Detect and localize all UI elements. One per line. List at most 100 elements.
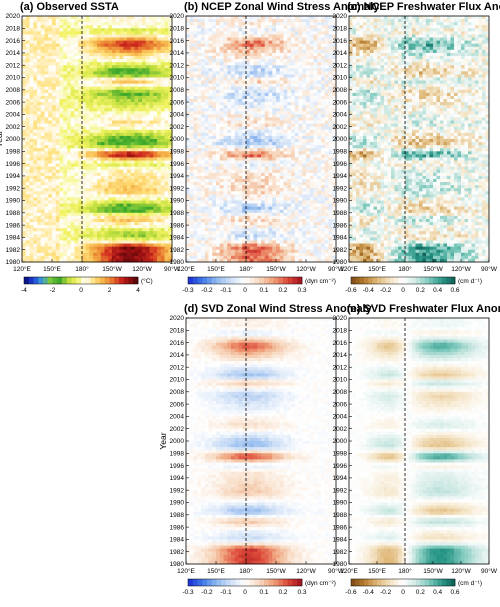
heatmap-cell: [104, 175, 109, 180]
heatmap-cell: [74, 249, 79, 254]
heatmap-cell: [253, 105, 258, 109]
heatmap-cell: [37, 203, 42, 208]
heatmap-cell: [328, 105, 333, 109]
heatmap-cell: [332, 139, 337, 143]
heatmap-cell: [37, 178, 42, 183]
heatmap-cell: [268, 19, 273, 23]
heatmap-cell: [100, 34, 105, 38]
heatmap-cell: [231, 132, 236, 137]
heatmap-cell: [52, 52, 57, 57]
heatmap-cell: [193, 46, 198, 51]
heatmap-cell: [48, 129, 53, 134]
heatmap-cell: [138, 175, 143, 180]
heatmap-cell: [291, 77, 296, 81]
heatmap-cell: [302, 126, 307, 131]
heatmap-cell: [238, 43, 243, 48]
heatmap-cell: [127, 59, 132, 63]
heatmap-cell: [55, 25, 60, 29]
heatmap-cell: [112, 105, 117, 109]
heatmap-cell: [249, 117, 254, 121]
heatmap-cell: [189, 83, 194, 88]
heatmap-cell: [130, 19, 135, 23]
heatmap-cell: [82, 194, 87, 198]
heatmap-cell: [89, 55, 94, 60]
heatmap-cell: [242, 37, 247, 42]
heatmap-cell: [253, 68, 258, 72]
heatmap-cell: [134, 77, 139, 81]
heatmap-cell: [67, 55, 72, 60]
heatmap-cell: [294, 95, 299, 100]
heatmap-cell: [29, 222, 34, 226]
heatmap-cell: [67, 200, 72, 204]
heatmap-cell: [52, 142, 57, 146]
heatmap-cell: [283, 31, 288, 35]
heatmap-cell: [157, 105, 162, 109]
heatmap-cell: [33, 28, 38, 32]
heatmap-cell: [100, 231, 105, 235]
heatmap-cell: [59, 157, 64, 161]
heatmap-cell: [328, 19, 333, 23]
heatmap-cell: [70, 231, 75, 235]
heatmap-cell: [219, 74, 224, 78]
heatmap-cell: [276, 34, 281, 38]
heatmap-cell: [48, 151, 53, 155]
heatmap-cell: [149, 111, 154, 115]
heatmap-cell: [242, 34, 247, 38]
heatmap-cell: [201, 52, 206, 57]
heatmap-cell: [142, 212, 147, 217]
heatmap-cell: [294, 139, 299, 143]
heatmap-cell: [67, 148, 72, 152]
heatmap-cell: [153, 240, 158, 244]
heatmap-cell: [67, 252, 72, 257]
heatmap-cell: [219, 123, 224, 128]
heatmap-cell: [123, 123, 128, 128]
heatmap-cell: [25, 249, 30, 254]
heatmap-cell: [67, 83, 72, 88]
heatmap-cell: [89, 169, 94, 174]
heatmap-cell: [127, 206, 132, 211]
heatmap-cell: [313, 68, 318, 72]
heatmap-cell: [115, 200, 120, 204]
heatmap-cell: [119, 37, 124, 42]
heatmap-cell: [317, 49, 322, 54]
heatmap-cell: [204, 37, 209, 42]
heatmap-cell: [313, 37, 318, 42]
heatmap-cell: [234, 46, 239, 51]
heatmap-cell: [223, 95, 228, 100]
heatmap-cell: [321, 83, 326, 88]
heatmap-cell: [238, 83, 243, 88]
heatmap-cell: [108, 65, 113, 69]
heatmap-cell: [112, 65, 117, 69]
heatmap-cell: [283, 25, 288, 29]
heatmap-cell: [123, 132, 128, 137]
heatmap-cell: [82, 55, 87, 60]
heatmap-cell: [74, 37, 79, 42]
heatmap-cell: [231, 145, 236, 149]
heatmap-cell: [164, 212, 169, 217]
heatmap-cell: [246, 111, 251, 115]
heatmap-cell: [160, 95, 165, 100]
heatmap-cell: [272, 80, 277, 85]
heatmap-cell: [70, 157, 75, 161]
heatmap-cell: [37, 114, 42, 118]
heatmap-cell: [291, 28, 296, 32]
heatmap-cell: [74, 194, 79, 198]
heatmap-cell: [219, 28, 224, 32]
heatmap-cell: [317, 105, 322, 109]
heatmap-cell: [130, 28, 135, 32]
heatmap-cell: [208, 68, 213, 72]
heatmap-cell: [153, 114, 158, 118]
heatmap-cell: [97, 252, 102, 257]
heatmap-cell: [328, 126, 333, 131]
heatmap-cell: [231, 19, 236, 23]
heatmap-cell: [189, 80, 194, 85]
heatmap-cell: [104, 74, 109, 78]
heatmap-cell: [145, 191, 150, 195]
heatmap-cell: [294, 120, 299, 125]
heatmap-cell: [67, 240, 72, 244]
y-tick-label: 1988: [6, 210, 21, 217]
heatmap-cell: [93, 22, 98, 26]
heatmap-cell: [309, 16, 314, 20]
heatmap-cell: [313, 19, 318, 23]
heatmap-cell: [164, 129, 169, 134]
